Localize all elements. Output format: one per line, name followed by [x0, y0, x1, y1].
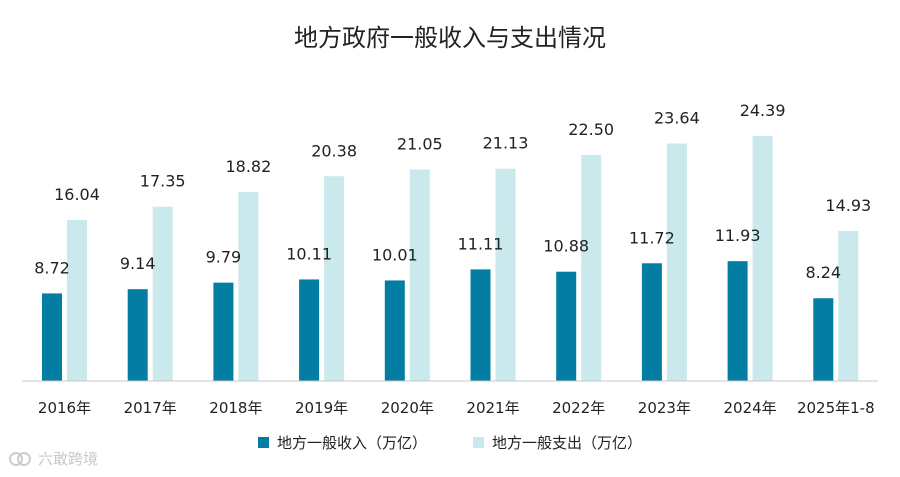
- x-tick-label-4: 2020年: [381, 399, 434, 417]
- x-tick-label-7: 2023年: [638, 399, 691, 417]
- watermark-logo-icon: [9, 451, 31, 466]
- label-expenditure-4: 21.05: [397, 135, 443, 154]
- bars-layer: [42, 136, 859, 381]
- legend-label-income: 地方一般收入（万亿）: [276, 434, 427, 452]
- bar-expenditure-6: [581, 154, 602, 381]
- bar-expenditure-1: [152, 206, 173, 381]
- bar-expenditure-5: [495, 168, 516, 381]
- label-income-6: 10.88: [543, 237, 589, 256]
- label-income-2: 9.79: [206, 248, 242, 267]
- label-expenditure-0: 16.04: [54, 185, 100, 204]
- bar-expenditure-7: [666, 143, 687, 381]
- label-expenditure-8: 24.39: [740, 101, 786, 120]
- bar-expenditure-3: [324, 176, 345, 381]
- label-expenditure-1: 17.35: [140, 172, 186, 191]
- bar-income-3: [299, 279, 320, 381]
- legend-swatch-expenditure: [473, 437, 484, 448]
- label-income-4: 10.01: [372, 245, 418, 264]
- legend-item-income: 地方一般收入（万亿）: [257, 432, 427, 453]
- label-expenditure-2: 18.82: [225, 157, 271, 176]
- legend: 地方一般收入（万亿） 地方一般支出（万亿）: [0, 432, 900, 453]
- bar-income-9: [813, 298, 834, 381]
- watermark-text: 六敢跨境: [38, 450, 99, 468]
- bar-income-0: [42, 293, 62, 381]
- value-labels-layer: 8.72 16.04 9.14 17.35 9.79 18.82 10.11 20.38 10.…: [34, 101, 871, 282]
- x-tick-label-5: 2021年: [466, 399, 519, 417]
- label-income-5: 11.11: [458, 234, 504, 253]
- label-expenditure-5: 21.13: [483, 134, 529, 153]
- x-tick-label-8: 2024年: [724, 399, 777, 417]
- bar-expenditure-0: [67, 219, 87, 381]
- x-tick-label-1: 2017年: [124, 399, 177, 417]
- label-expenditure-3: 20.38: [311, 141, 357, 160]
- legend-swatch-income: [257, 437, 269, 448]
- x-tick-label-6: 2022年: [552, 399, 605, 417]
- watermark: 六敢跨境: [8, 448, 98, 469]
- x-tick-label-9: 2025年1-8: [797, 399, 875, 417]
- label-income-9: 8.24: [805, 263, 841, 282]
- x-tick-label-3: 2019年: [295, 399, 348, 417]
- bar-income-6: [556, 271, 577, 381]
- bar-expenditure-2: [238, 191, 259, 381]
- bar-expenditure-8: [752, 136, 773, 381]
- label-expenditure-9: 14.93: [825, 196, 871, 215]
- x-tick-labels-layer: 2016年 2017年 2018年 2019年 2020年 2021年 2022年 2023年…: [38, 399, 875, 417]
- label-income-3: 10.11: [286, 244, 332, 263]
- label-income-8: 11.93: [715, 226, 761, 245]
- bar-income-5: [470, 269, 491, 381]
- label-expenditure-6: 22.50: [568, 120, 614, 139]
- bar-expenditure-9: [838, 231, 859, 381]
- legend-label-expenditure: 地方一般支出（万亿）: [492, 434, 643, 452]
- bar-income-7: [641, 263, 662, 381]
- bar-income-4: [384, 280, 405, 381]
- legend-item-expenditure: 地方一般支出（万亿）: [473, 432, 642, 453]
- label-income-1: 9.14: [120, 254, 156, 273]
- label-income-7: 11.72: [629, 228, 675, 247]
- bar-income-1: [127, 289, 148, 381]
- label-expenditure-7: 23.64: [654, 109, 700, 128]
- chart-title: 地方政府一般收入与支出情况: [294, 24, 606, 52]
- bar-income-8: [727, 261, 748, 381]
- bar-income-2: [213, 282, 234, 381]
- x-tick-label-2: 2018年: [209, 399, 262, 417]
- x-tick-label-0: 2016年: [38, 399, 91, 417]
- label-income-0: 8.72: [34, 258, 70, 277]
- bar-expenditure-4: [409, 169, 430, 381]
